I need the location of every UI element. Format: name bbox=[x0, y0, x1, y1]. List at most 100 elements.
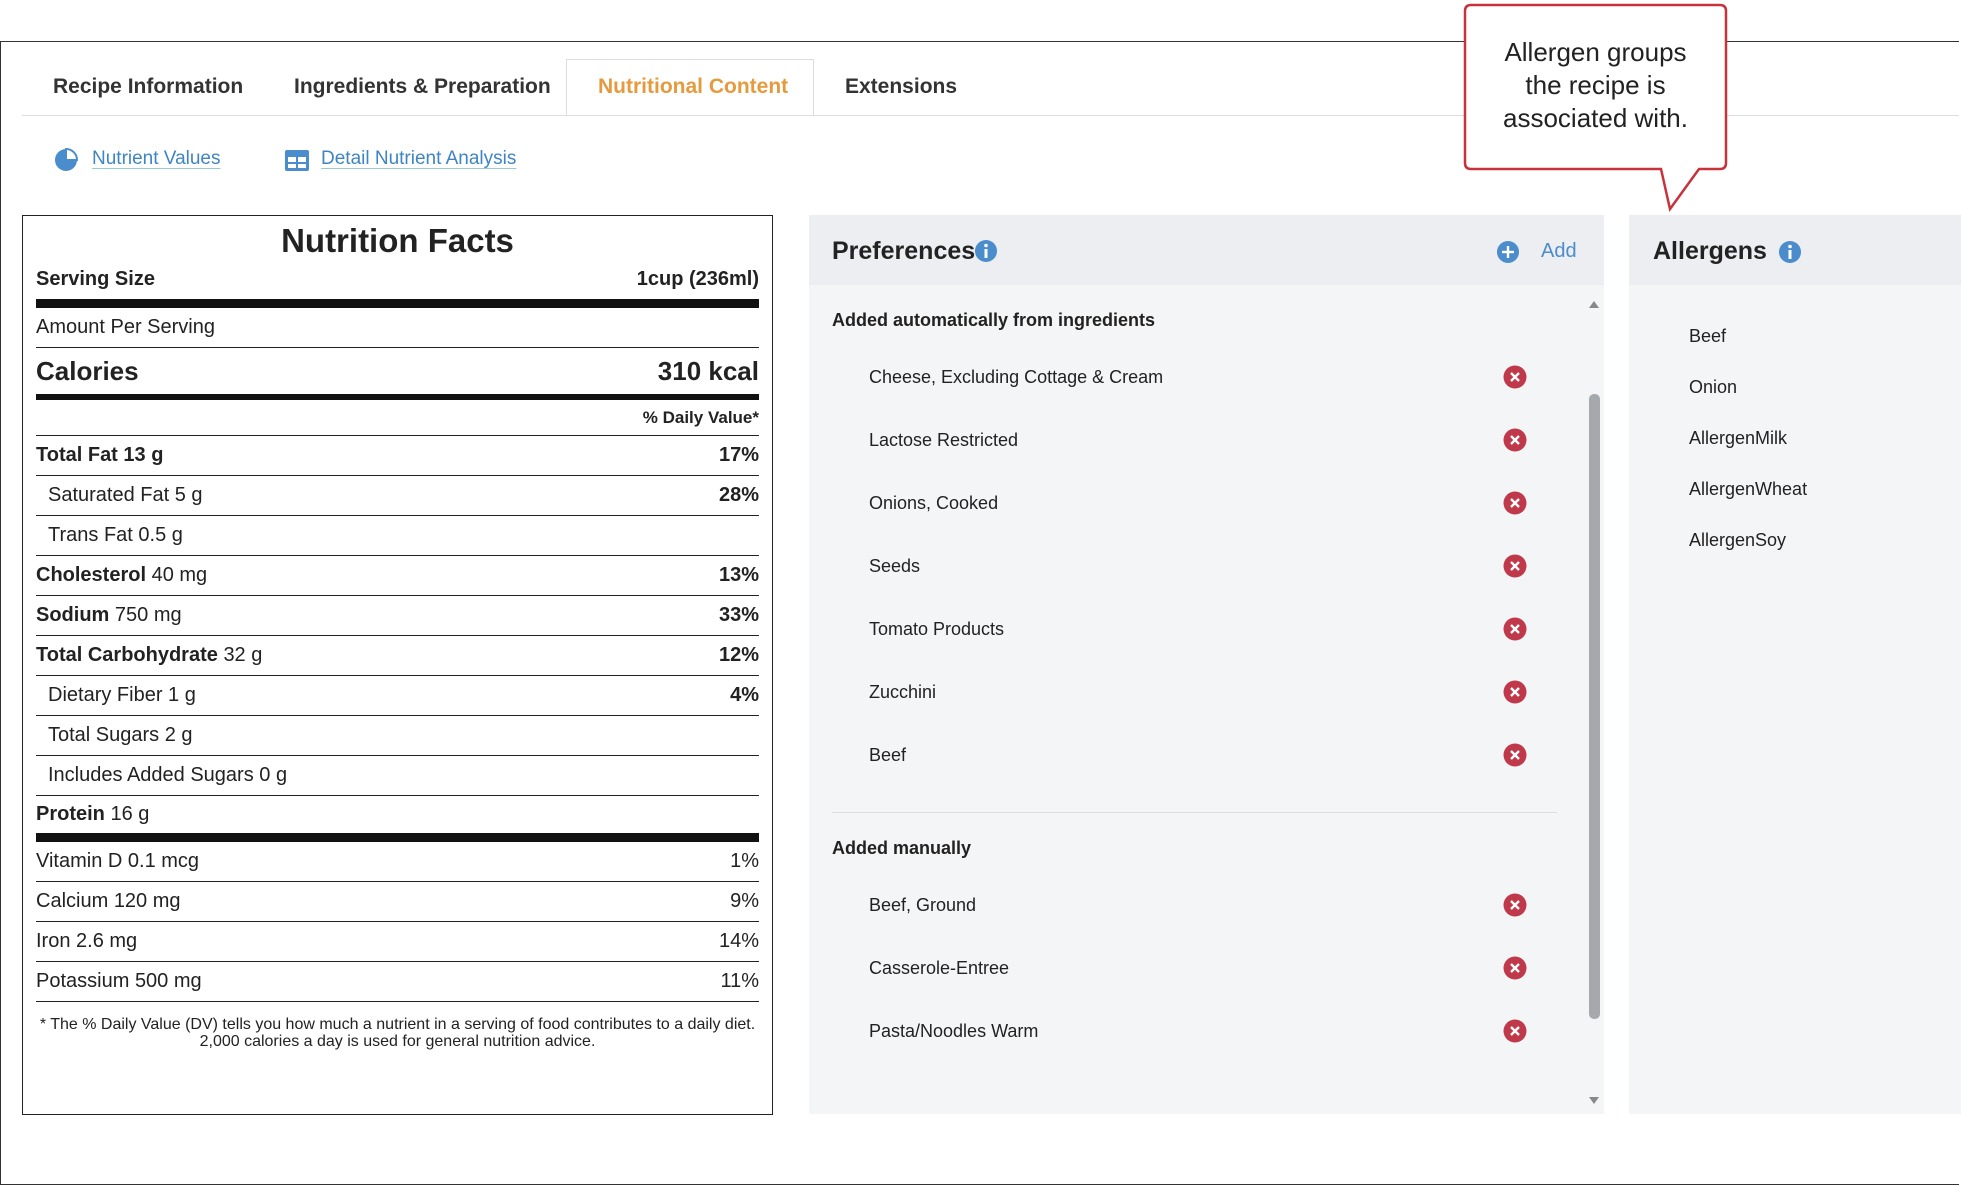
remove-button[interactable] bbox=[1503, 365, 1527, 389]
nutrient-row: Vitamin D 0.1 mcg 1% bbox=[36, 842, 759, 882]
allergen-item: Beef bbox=[1689, 326, 1727, 346]
nutrient-amount: 120 mg bbox=[113, 890, 181, 912]
daily-value: 28% bbox=[718, 484, 759, 506]
nutrient-name: Sodium bbox=[36, 604, 110, 626]
daily-value: 11% bbox=[720, 970, 759, 992]
value: 1cup (236ml) bbox=[636, 268, 759, 290]
remove-button[interactable] bbox=[1503, 617, 1527, 641]
nutrient-amount: 2 g bbox=[164, 724, 193, 746]
nf-title: Nutrition Facts bbox=[281, 222, 514, 259]
nutrition-facts: Nutrition Facts Serving Size 1cup (236ml)… bbox=[22, 215, 773, 1115]
preference-item: Tomato Products bbox=[869, 619, 1005, 639]
nutrient-row: Sodium 750 mg 33% bbox=[36, 596, 759, 636]
nutrient-name: Total Sugars bbox=[48, 724, 160, 746]
allergens-panel: Allergens Beef Onion AllergenMilk AllergenW… bbox=[1629, 215, 1961, 1114]
nutrient-label: Iron 2.6 mg bbox=[36, 930, 137, 953]
nutrient-name: Saturated Fat bbox=[48, 484, 170, 506]
nutrient-label: Total Fat 13 g bbox=[36, 444, 163, 467]
nutrient-amount: 750 mg bbox=[114, 604, 182, 626]
remove-icon bbox=[1503, 365, 1527, 389]
label: Amount Per Serving bbox=[36, 316, 215, 338]
tab[interactable]: Ingredients & Preparation bbox=[294, 75, 551, 98]
separator bbox=[832, 812, 1557, 813]
nutrient-label: Trans Fat 0.5 g bbox=[48, 524, 183, 547]
nutrient-amount: 2.6 mg bbox=[76, 930, 138, 952]
nutrient-name: Total Carbohydrate bbox=[36, 644, 218, 666]
remove-icon bbox=[1503, 680, 1527, 704]
nutrient-amount: 40 mg bbox=[151, 564, 208, 586]
add-link[interactable]: Add bbox=[1541, 240, 1577, 262]
nutrient-name: Cholesterol bbox=[36, 564, 147, 586]
nutrient-row: Trans Fat 0.5 g bbox=[36, 516, 759, 556]
callout-text: Allergen groups the recipe is associated… bbox=[1503, 37, 1688, 133]
serving-row: Serving Size 1cup (236ml) bbox=[36, 260, 759, 308]
table-icon bbox=[285, 150, 309, 171]
footnote: * The % Daily Value (DV) tells you how m… bbox=[39, 1016, 756, 1050]
nutrient-label: Dietary Fiber 1 g bbox=[48, 684, 196, 707]
nutrient-label: Protein 16 g bbox=[36, 803, 149, 826]
window-frame bbox=[0, 41, 1959, 1185]
nutrient-label: Sodium 750 mg bbox=[36, 604, 182, 627]
tab[interactable]: Extensions bbox=[845, 75, 958, 98]
nutrient-label: Calcium 120 mg bbox=[36, 890, 181, 913]
remove-button[interactable] bbox=[1503, 956, 1527, 980]
nutrient-name: Potassium bbox=[36, 970, 130, 992]
remove-button[interactable] bbox=[1503, 554, 1527, 578]
nutrient-amount: 0.5 g bbox=[138, 524, 183, 546]
preference-item: Onions, Cooked bbox=[869, 493, 999, 513]
nutrient-amount: 0.1 mcg bbox=[127, 850, 200, 872]
remove-icon bbox=[1503, 1019, 1527, 1043]
remove-button[interactable] bbox=[1503, 491, 1527, 515]
daily-value: 17% bbox=[718, 444, 759, 466]
preferences-panel: Preferences Add Added automatically from… bbox=[809, 215, 1604, 1114]
tab[interactable]: Recipe Information bbox=[53, 75, 244, 98]
nutrient-row: Includes Added Sugars 0 g bbox=[36, 756, 759, 796]
allergen-item: AllergenSoy bbox=[1689, 530, 1787, 550]
add-icon[interactable] bbox=[1496, 240, 1520, 264]
nutrient-row: Calcium 120 mg 9% bbox=[36, 882, 759, 922]
remove-button[interactable] bbox=[1503, 680, 1527, 704]
amount-row: Amount Per Serving bbox=[36, 308, 759, 348]
nutrient-amount: 16 g bbox=[110, 803, 150, 825]
label: Calories bbox=[36, 355, 139, 386]
daily-value: 4% bbox=[730, 684, 759, 706]
value: 310 kcal bbox=[657, 355, 759, 386]
nutrient-row: Protein 16 g bbox=[36, 796, 759, 842]
info-icon[interactable] bbox=[974, 239, 998, 263]
pie-icon bbox=[55, 147, 79, 171]
remove-button[interactable] bbox=[1503, 893, 1527, 917]
subnav-link[interactable]: Nutrient Values bbox=[92, 148, 221, 169]
tab-divider bbox=[22, 115, 1959, 116]
remove-button[interactable] bbox=[1503, 1019, 1527, 1043]
label: % Daily Value* bbox=[642, 407, 759, 427]
remove-button[interactable] bbox=[1503, 743, 1527, 767]
info-icon[interactable] bbox=[1778, 240, 1802, 264]
scrollbar[interactable] bbox=[1587, 297, 1601, 1108]
nutrient-label: Vitamin D 0.1 mcg bbox=[36, 850, 199, 873]
panel-header bbox=[809, 215, 1604, 285]
nutrient-amount: 0 g bbox=[259, 764, 288, 786]
nutrient-amount: 32 g bbox=[223, 644, 263, 666]
preference-item: Seeds bbox=[869, 556, 921, 576]
remove-button[interactable] bbox=[1503, 428, 1527, 452]
preference-item: Lactose Restricted bbox=[869, 430, 1019, 450]
remove-icon bbox=[1503, 554, 1527, 578]
subnav-link[interactable]: Detail Nutrient Analysis bbox=[321, 148, 517, 169]
remove-icon bbox=[1503, 428, 1527, 452]
panel-title: Allergens bbox=[1653, 237, 1767, 265]
label: Serving Size bbox=[36, 268, 155, 290]
preference-item: Casserole-Entree bbox=[869, 958, 1010, 978]
nutrient-amount: 13 g bbox=[123, 444, 164, 466]
nutrient-label: Cholesterol 40 mg bbox=[36, 564, 207, 587]
remove-icon bbox=[1503, 893, 1527, 917]
remove-icon bbox=[1503, 956, 1527, 980]
daily-value: 33% bbox=[718, 604, 759, 626]
nutrient-label: Total Carbohydrate 32 g bbox=[36, 644, 262, 667]
callout-bubble bbox=[1463, 3, 1728, 212]
nutrient-row: Total Carbohydrate 32 g 12% bbox=[36, 636, 759, 676]
scrollbar-graphic bbox=[1589, 301, 1600, 1104]
daily-value: 13% bbox=[718, 564, 759, 586]
tab[interactable]: Nutritional Content bbox=[598, 75, 789, 98]
nutrient-row: Total Fat 13 g 17% bbox=[36, 436, 759, 476]
